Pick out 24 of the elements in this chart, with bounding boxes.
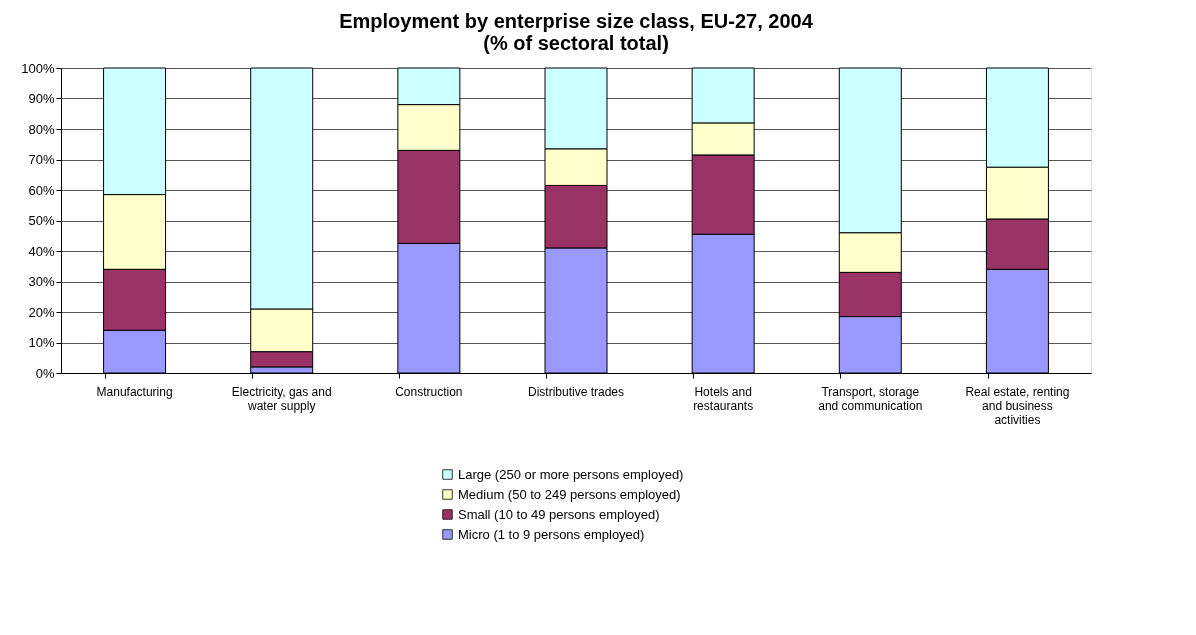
x-tick-label: Construction <box>395 384 463 399</box>
x-tick-label: Real estate, renting and business activities <box>965 384 1070 427</box>
y-tick-label: 40% <box>28 243 55 259</box>
x-tick-label: Manufacturing <box>96 384 173 399</box>
y-tick-label: 70% <box>28 152 55 167</box>
x-tick-label: Hotels and restaurants <box>693 384 754 413</box>
text: (% of sectoral total) <box>483 32 669 54</box>
y-tick-label: 80% <box>28 121 55 137</box>
y-tick-label: 50% <box>28 213 55 228</box>
y-tick-label: 20% <box>28 304 55 320</box>
x-tick-label: Transport, storage and communication <box>818 384 923 413</box>
x-tick-label: Electricity, gas and water supply <box>231 384 332 413</box>
y-tick-label: 90% <box>28 91 55 106</box>
y-tick-label: 60% <box>28 182 55 198</box>
legend-label: Large (250 or more persons employed) <box>458 466 684 482</box>
legend-label: Medium (50 to 249 persons employed) <box>458 486 681 502</box>
text: Employment by enterprise size class, EU-27, 2004 <box>339 10 813 32</box>
x-tick-label: Distributive trades <box>527 384 625 399</box>
y-tick-label: 0% <box>35 365 55 381</box>
y-tick-label: 100% <box>21 60 55 76</box>
y-tick-label: 30% <box>28 274 55 289</box>
y-tick-label: 10% <box>28 335 55 350</box>
legend-label: Micro (1 to 9 persons employed) <box>458 526 645 542</box>
legend-label: Small (10 to 49 persons employed) <box>458 506 660 522</box>
